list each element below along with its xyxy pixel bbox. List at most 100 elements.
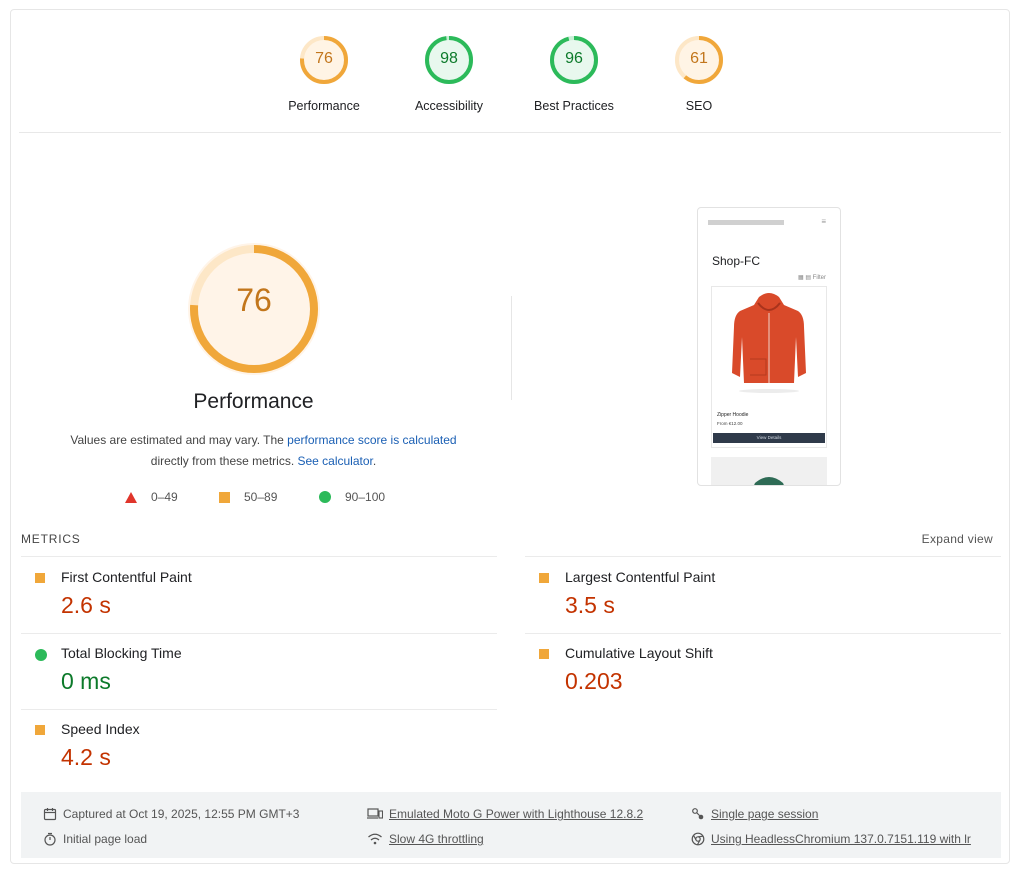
metric-name: Cumulative Layout Shift: [565, 645, 713, 661]
square-icon: [35, 573, 45, 583]
page-session[interactable]: Single page session: [691, 807, 818, 821]
network-throttling[interactable]: Slow 4G throttling: [367, 832, 484, 846]
gauge-score: 96: [565, 50, 583, 67]
circle-icon: [35, 649, 47, 661]
square-icon: [35, 725, 45, 735]
expand-view-button[interactable]: Expand view: [921, 532, 993, 546]
square-icon: [539, 573, 549, 583]
gauge-accessibility[interactable]: 98 Accessibility: [389, 10, 509, 113]
grid-icon: ▦: [797, 275, 804, 281]
product-name: Zipper Hoodie: [717, 412, 749, 418]
legend-average: 50–89: [219, 490, 277, 504]
metrics-heading: METRICS: [21, 532, 81, 546]
divider: [21, 556, 497, 557]
product-price: From €12.00: [717, 421, 743, 426]
gauge-label: SEO: [685, 99, 713, 113]
site-header-bar: [708, 220, 784, 225]
gauge-best-practices[interactable]: 96 Best Practices: [514, 10, 634, 113]
view-label: Filter: [812, 275, 826, 281]
metric-speed-index: Speed Index 4.2 s: [21, 709, 481, 784]
gauge-score: 98: [440, 50, 458, 67]
calendar-icon: [43, 808, 57, 821]
metric-name: Total Blocking Time: [61, 645, 182, 661]
devices-icon: [367, 808, 383, 819]
view-details-button: View Details: [713, 433, 825, 443]
gauge-label: Performance: [288, 99, 360, 113]
gauge-ring-icon: [188, 243, 320, 375]
view-toggle: ▦ ▤ Filter: [798, 274, 826, 281]
device-emulation[interactable]: Emulated Moto G Power with Lighthouse 12…: [367, 807, 643, 821]
final-screenshot[interactable]: ≡ Shop-FC ▦ ▤ Filter Zipper Hoodie From …: [697, 207, 841, 486]
gauge-score: 61: [690, 50, 708, 67]
gauge-performance[interactable]: 76 Performance: [264, 10, 384, 113]
triangle-icon: [125, 491, 137, 503]
divider: [21, 633, 497, 634]
lighthouse-report: 76 Performance 98 Accessibility 96 Best …: [10, 9, 1010, 864]
gauge-label: Accessibility: [414, 99, 484, 113]
legend-fail: 0–49: [125, 490, 178, 504]
description-text: .: [372, 454, 377, 468]
metric-largest-contentful-paint: Largest Contentful Paint 3.5 s: [525, 557, 985, 632]
metric-value: 0 ms: [61, 668, 111, 694]
metric-name: Speed Index: [61, 721, 140, 737]
product-card: [711, 457, 827, 485]
chrome-icon: [691, 832, 705, 846]
site-title: Shop-FC: [712, 254, 761, 268]
divider: [19, 132, 1001, 133]
metric-value: 4.2 s: [61, 744, 111, 770]
description-text: directly from these metrics.: [150, 454, 298, 468]
gauge-ring-icon: [300, 36, 348, 84]
performance-gauge: 76: [179, 234, 329, 384]
gauge-score: 76: [315, 50, 333, 67]
legend-label: 90–100: [345, 490, 386, 504]
square-icon: [219, 491, 230, 503]
metric-value: 0.203: [565, 668, 623, 694]
metric-total-blocking-time: Total Blocking Time 0 ms: [21, 633, 481, 708]
legend-label: 50–89: [244, 490, 278, 504]
hoodie-image: [712, 287, 826, 399]
divider: [21, 709, 497, 710]
list-icon: ▤: [805, 275, 811, 281]
product-image: [754, 477, 784, 485]
gauge-ring-icon: [550, 36, 598, 84]
description-text: Values are estimated and may vary. The: [70, 433, 288, 447]
square-icon: [539, 649, 549, 659]
metric-cumulative-layout-shift: Cumulative Layout Shift 0.203: [525, 633, 985, 708]
legend-pass: 90–100: [319, 490, 385, 504]
circle-icon: [319, 491, 331, 503]
metric-first-contentful-paint: First Contentful Paint 2.6 s: [21, 557, 481, 632]
hamburger-menu-icon: ≡: [821, 217, 826, 226]
performance-title: Performance: [193, 390, 314, 413]
gauge-ring-icon: [425, 36, 473, 84]
captured-at: Captured at Oct 19, 2025, 12:55 PM GMT+3: [43, 807, 299, 821]
metric-name: First Contentful Paint: [61, 569, 192, 585]
initial-load-text: Initial page load: [63, 832, 148, 846]
device-text: Emulated Moto G Power with Lighthouse 12…: [389, 807, 644, 821]
browser-version[interactable]: Using HeadlessChromium 137.0.7151.119 wi…: [691, 832, 971, 846]
browser-text: Using HeadlessChromium 137.0.7151.119 wi…: [711, 832, 971, 846]
divider: [525, 556, 1001, 557]
see-calculator-link[interactable]: See calculator: [297, 454, 373, 468]
session-text: Single page session: [711, 807, 819, 821]
wifi-icon: [368, 833, 382, 845]
user-flow-icon: [692, 808, 704, 820]
performance-score: 76: [236, 282, 272, 318]
runtime-settings: Captured at Oct 19, 2025, 12:55 PM GMT+3…: [21, 792, 1001, 858]
metric-value: 3.5 s: [565, 592, 615, 618]
vertical-divider: [511, 296, 512, 400]
gauge-ring-icon: [675, 36, 723, 84]
captured-text: Captured at Oct 19, 2025, 12:55 PM GMT+3: [63, 807, 300, 821]
initial-load: Initial page load: [43, 832, 147, 846]
metric-name: Largest Contentful Paint: [565, 569, 716, 585]
divider: [525, 633, 1001, 634]
product-card: [711, 286, 827, 448]
category-gauges: 76 Performance 98 Accessibility 96 Best …: [11, 10, 1009, 135]
metric-value: 2.6 s: [61, 592, 111, 618]
gauge-label: Best Practices: [534, 99, 614, 113]
performance-description: Values are estimated and may vary. The p…: [31, 430, 496, 472]
throttling-text: Slow 4G throttling: [389, 832, 484, 846]
stopwatch-icon: [44, 832, 56, 846]
gauge-seo[interactable]: 61 SEO: [639, 10, 759, 113]
legend-label: 0–49: [151, 490, 178, 504]
score-calculated-link[interactable]: performance score is calculated: [287, 433, 457, 447]
